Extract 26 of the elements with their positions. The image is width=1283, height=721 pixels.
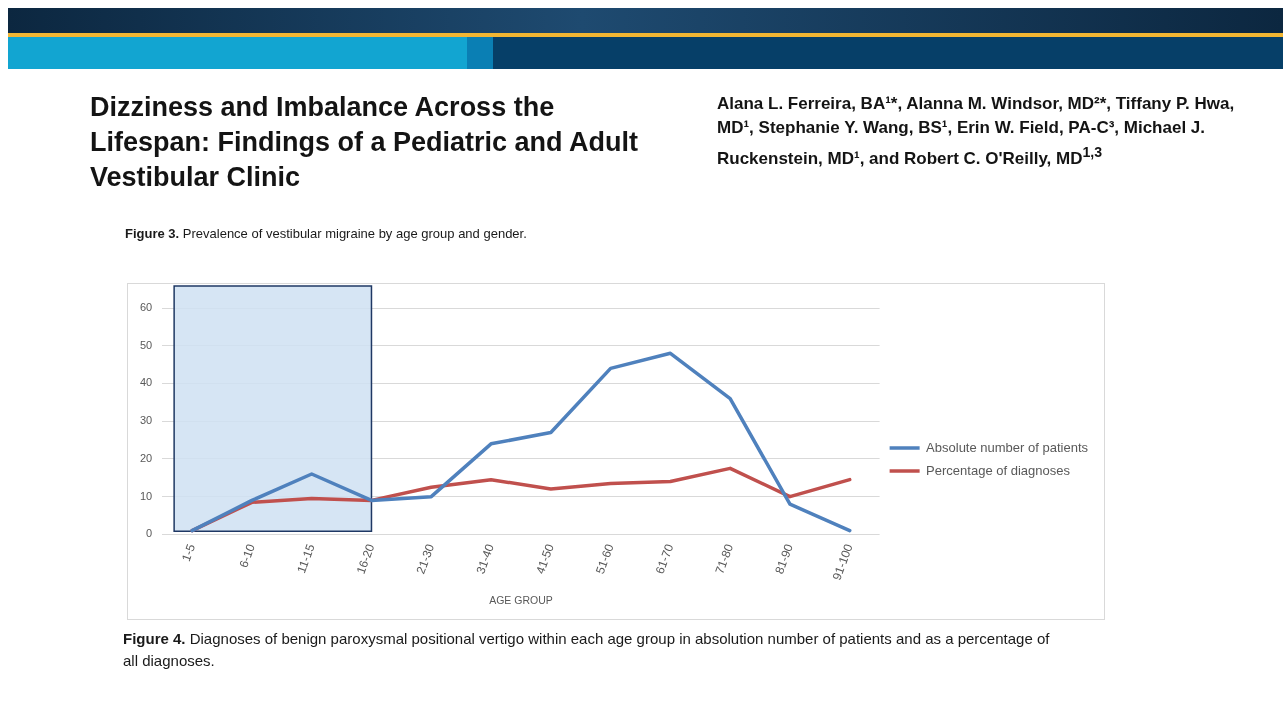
legend-label: Absolute number of patients	[926, 439, 1089, 455]
y-tick-label: 0	[146, 527, 153, 540]
x-tick-label: 61-70	[652, 541, 677, 576]
x-tick-label: 81-90	[772, 541, 796, 576]
y-tick-label: 10	[139, 489, 153, 502]
x-tick-label: 51-60	[592, 541, 617, 576]
x-tick-label: 6-10	[236, 541, 258, 570]
x-tick-label: 71-80	[712, 541, 737, 576]
x-tick-label: 1-5	[178, 541, 199, 564]
y-tick-label: 30	[139, 414, 153, 427]
x-tick-label: 21-30	[413, 541, 438, 576]
x-tick-label: 16-20	[353, 541, 378, 576]
text: Alana L. Ferreira, BA¹*, Alanna M. Windsor, MD²*, Tiffany P. Hwa, MD¹, Stephanie Y. Wang, BS¹, Erin W. Field, PA-C³, Michael J. Ruckenstein, MD¹, and Robert C. O'Reilly, MD$^{1,3}$	[717, 93, 1236, 170]
x-tick-label: 31-40	[473, 541, 498, 576]
legend-label: Percentage of diagnoses	[926, 462, 1071, 478]
y-tick-label: 20	[139, 451, 153, 464]
y-tick-label: 60	[139, 301, 153, 314]
caption: Figure 3. Prevalence of vestibular migraine by age group and gender.	[125, 226, 527, 241]
x-axis-title: AGE GROUP	[489, 593, 553, 606]
x-tick-label: 41-50	[533, 541, 557, 576]
chart-title: Dizziness and Imbalance Across the Lifespan: Findings of a Pediatric and Adult Vestibular Clinic	[90, 91, 640, 194]
x-tick-label: 11-15	[294, 541, 318, 575]
y-tick-label: 40	[139, 376, 153, 389]
y-tick-label: 50	[139, 338, 153, 351]
caption: Figure 4. Diagnoses of benign paroxysmal positional vertigo within each age group in absolution number of patients and as a percentage of all diagnoses.	[123, 630, 1050, 669]
x-tick-label: 91-100	[829, 541, 856, 583]
